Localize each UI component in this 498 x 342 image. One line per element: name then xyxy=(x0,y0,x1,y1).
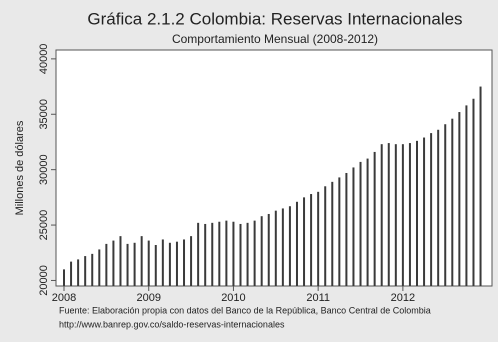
bar xyxy=(218,221,221,286)
bar xyxy=(175,241,178,286)
bar xyxy=(331,181,334,286)
bar xyxy=(394,144,397,286)
bar xyxy=(465,105,468,286)
source-note: Fuente: Elaboración propia con datos del… xyxy=(59,305,431,315)
bar xyxy=(408,143,411,286)
bar xyxy=(437,129,440,286)
chart-title: Gráfica 2.1.2 Colombia: Reservas Interna… xyxy=(87,9,462,28)
bar xyxy=(401,144,404,286)
y-axis-label: Millones de dólares xyxy=(14,120,26,215)
bar xyxy=(444,124,447,286)
y-tick-label: 35000 xyxy=(38,99,50,130)
plot-area xyxy=(55,49,493,287)
bar xyxy=(274,210,277,286)
x-tick-label: 2010 xyxy=(221,292,245,304)
bar xyxy=(63,269,65,286)
bar xyxy=(458,112,461,286)
bar xyxy=(105,243,108,286)
bar xyxy=(345,172,348,286)
bar xyxy=(430,133,433,286)
bar xyxy=(253,220,256,286)
bar xyxy=(317,191,320,286)
bar xyxy=(133,242,136,286)
bar xyxy=(380,144,383,286)
bar xyxy=(126,243,129,286)
bar xyxy=(154,245,157,286)
bar xyxy=(387,143,390,286)
bar xyxy=(119,236,122,286)
y-tick-label: 25000 xyxy=(38,210,50,241)
y-tick-label: 40000 xyxy=(38,44,50,75)
chart-subtitle: Comportamiento Mensual (2008-2012) xyxy=(172,32,378,46)
x-tick-label: 2012 xyxy=(391,292,415,304)
bar xyxy=(232,221,235,286)
bar xyxy=(366,158,369,286)
bar xyxy=(70,261,73,286)
bar xyxy=(303,197,306,286)
source-url: http://www.banrep.gov.co/saldo-reservas-… xyxy=(59,319,285,329)
bar xyxy=(77,259,80,286)
bar xyxy=(472,98,475,286)
bar xyxy=(416,140,418,286)
bar xyxy=(225,220,228,286)
bar xyxy=(479,86,482,286)
x-tick-label: 2009 xyxy=(136,292,160,304)
bar xyxy=(352,167,355,286)
bar xyxy=(423,137,426,286)
bar xyxy=(324,186,327,286)
bar xyxy=(140,236,143,286)
bar xyxy=(359,161,362,286)
bar xyxy=(373,151,376,286)
bar xyxy=(161,239,164,286)
bar xyxy=(451,118,454,287)
bar xyxy=(267,213,270,286)
bar xyxy=(246,222,249,286)
bar xyxy=(204,223,207,286)
bar xyxy=(211,222,214,286)
bar xyxy=(338,177,341,286)
bar xyxy=(91,253,94,286)
y-tick-label: 20000 xyxy=(38,265,50,296)
bar xyxy=(281,208,284,286)
bar xyxy=(295,201,298,286)
bar xyxy=(112,240,115,286)
bar xyxy=(260,216,263,286)
bar xyxy=(98,249,101,286)
bar xyxy=(183,239,186,286)
bar xyxy=(190,236,193,286)
x-tick-label: 2008 xyxy=(52,292,76,304)
bar xyxy=(288,206,291,286)
bar xyxy=(84,256,87,286)
x-tick-label: 2011 xyxy=(306,292,330,304)
bar xyxy=(168,242,171,286)
bar xyxy=(197,222,200,286)
bar xyxy=(239,223,242,286)
y-tick-label: 30000 xyxy=(38,154,50,185)
bar xyxy=(147,240,150,286)
bar xyxy=(310,194,313,286)
